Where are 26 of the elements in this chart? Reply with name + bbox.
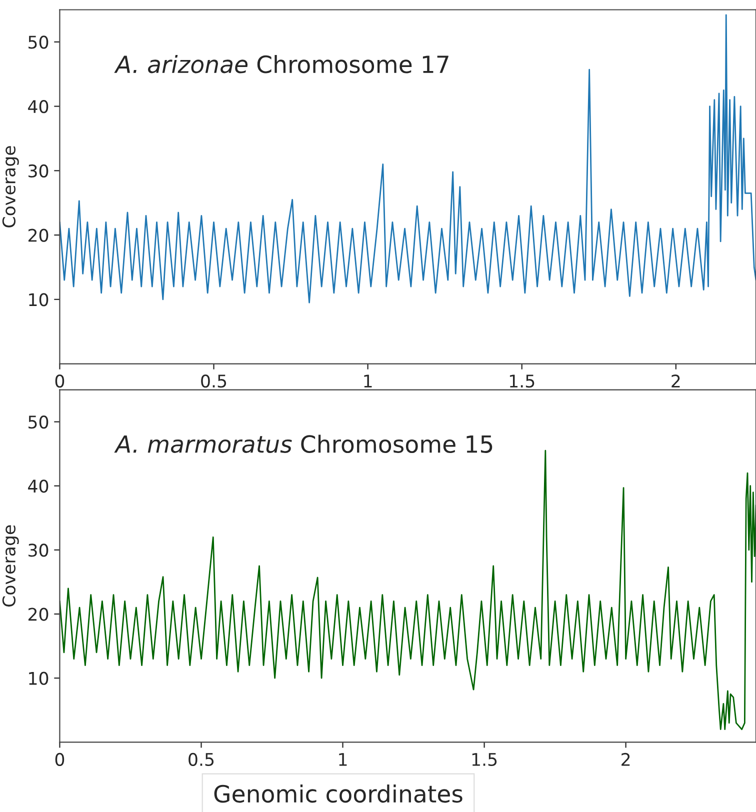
x-tick-label: 0 xyxy=(55,374,64,388)
y-tick-label: 50 xyxy=(28,36,48,49)
y-tick-label: 20 xyxy=(28,608,48,621)
y-tick-label: 10 xyxy=(29,293,48,306)
y-axis-title: Coverage xyxy=(2,146,19,228)
y-tick-label: 30 xyxy=(28,544,48,557)
x-axis-title: Genomic coordinates xyxy=(214,784,462,803)
text: A. marmoratus Chromosome 15 xyxy=(114,434,492,453)
x-tick-label: 0.5 xyxy=(201,374,226,388)
y-tick-label: 10 xyxy=(29,672,48,685)
x-tick-label: 1.5 xyxy=(510,374,534,388)
y-tick-label: 40 xyxy=(28,100,48,114)
y-tick-label: 20 xyxy=(28,228,48,242)
x-tick-label: 1.5 xyxy=(472,753,497,766)
line-series xyxy=(60,14,756,304)
x-tick-label: 2 xyxy=(622,752,630,766)
y-axis-title: Coverage xyxy=(2,525,19,607)
y-tick-label: 50 xyxy=(28,416,48,429)
x-tick-label: 2 xyxy=(672,374,680,388)
y-tick-label: 40 xyxy=(28,480,48,493)
x-tick-label: 0.5 xyxy=(188,752,214,766)
x-tick-label: 1 xyxy=(339,753,347,766)
x-tick-label: 0 xyxy=(55,752,64,766)
text: A. arizonae Chromosome 17 xyxy=(114,54,448,74)
x-tick-label: 1 xyxy=(364,374,372,388)
y-tick-label: 30 xyxy=(28,164,48,178)
